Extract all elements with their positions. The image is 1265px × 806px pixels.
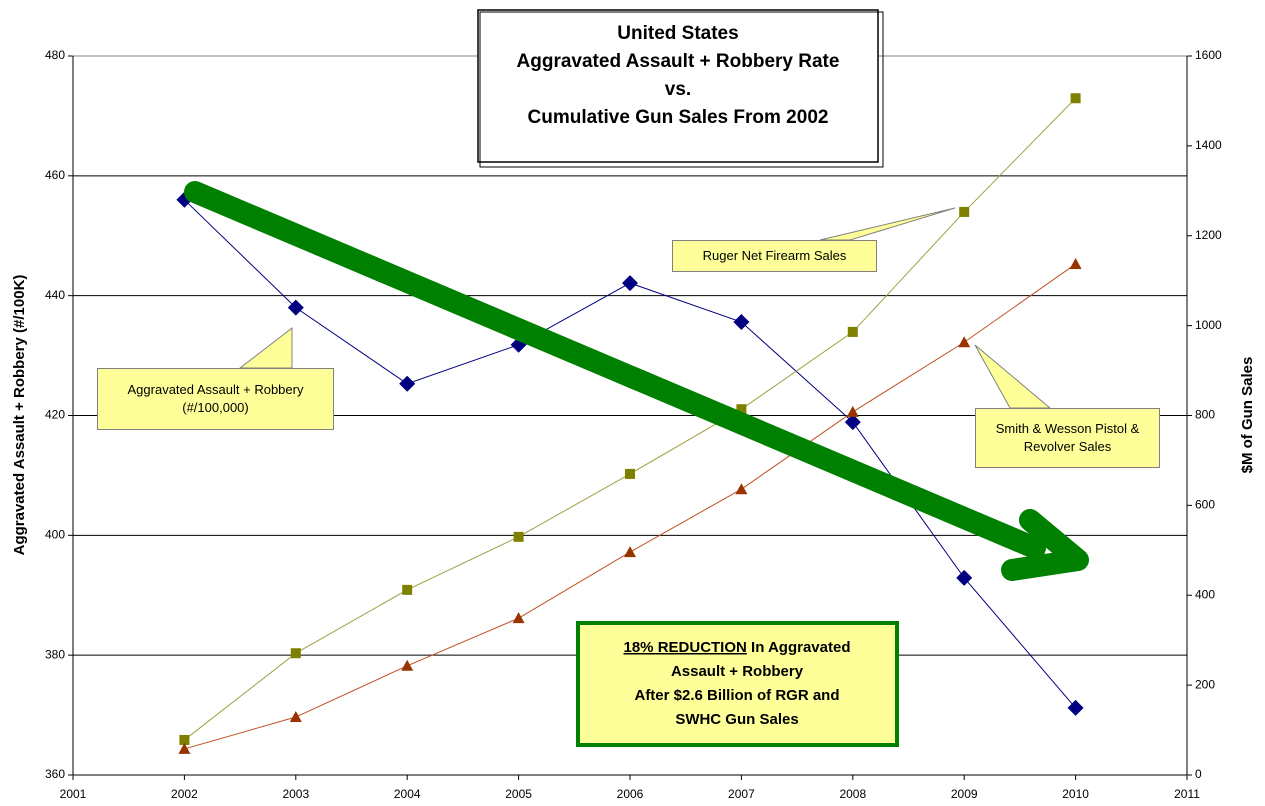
annotation-line: Assault + Robbery (671, 663, 804, 680)
callout: Ruger Net Firearm Sales (672, 240, 877, 272)
callout: Smith & Wesson Pistol & Revolver Sales (975, 408, 1160, 468)
x-tick-label: 2007 (728, 787, 755, 801)
point (622, 275, 638, 292)
callout: Aggravated Assault + Robbery (#/100,000) (97, 368, 334, 430)
point (733, 314, 750, 331)
x-tick-label: 2008 (839, 787, 866, 801)
title-shadow (479, 11, 884, 168)
y2-tick-label: 800 (1195, 408, 1215, 422)
point (512, 612, 525, 624)
point (959, 206, 970, 217)
annotation-box (576, 621, 899, 747)
y2-tick-label: 1200 (1195, 228, 1222, 242)
point (735, 483, 748, 495)
y-tick-label: 380 (45, 647, 65, 661)
point (846, 405, 859, 417)
point (624, 546, 636, 558)
annotation-text: In Aggravated (747, 639, 851, 656)
point (625, 468, 635, 479)
point (1070, 93, 1081, 104)
y-tick-label: 440 (45, 288, 65, 302)
point (401, 659, 414, 671)
y-tick-label: 400 (45, 528, 65, 542)
y-tick-label: 360 (45, 767, 65, 781)
callout-pointer (819, 207, 956, 241)
callout-pointer (974, 344, 1052, 409)
point (958, 336, 971, 348)
point (287, 299, 304, 316)
point (399, 375, 416, 392)
annotation-line: SWHC Gun Sales (675, 711, 798, 728)
chart-title: United States (617, 23, 738, 44)
point (290, 648, 301, 659)
point (402, 584, 413, 595)
x-tick-label: 2009 (951, 787, 978, 801)
x-tick-label: 2010 (1062, 787, 1089, 801)
point (178, 742, 191, 754)
point (736, 404, 747, 415)
y2-tick-label: 600 (1195, 498, 1215, 512)
x-tick-label: 2002 (171, 787, 198, 801)
y2-tick-label: 1600 (1195, 48, 1222, 62)
x-tick-label: 2006 (617, 787, 644, 801)
chart-title: Aggravated Assault + Robbery Rate (517, 51, 840, 72)
point (844, 414, 861, 431)
y-tick-label: 480 (45, 48, 65, 62)
y2-tick-label: 200 (1195, 677, 1215, 691)
point (956, 569, 973, 586)
x-tick-label: 2001 (60, 787, 87, 801)
annotation-line: After $2.6 Billion of RGR and (634, 687, 839, 704)
chart-title: Cumulative Gun Sales From 2002 (528, 107, 829, 128)
annotation-emphasis: 18% REDUCTION (624, 639, 747, 656)
y-tick-label: 420 (45, 408, 65, 422)
point (513, 531, 524, 542)
y2-axis-label: $M of Gun Sales (1239, 357, 1256, 474)
point (179, 734, 190, 745)
point (1069, 258, 1082, 270)
point (289, 711, 302, 723)
arrow-head (1001, 509, 1089, 581)
point (847, 326, 858, 337)
trend-arrow (184, 181, 1089, 581)
annotation-line: 18% REDUCTION In Aggravated (624, 639, 851, 656)
x-tick-label: 2004 (394, 787, 421, 801)
x-tick-label: 2003 (282, 787, 309, 801)
callout-pointer (238, 326, 293, 369)
y2-tick-label: 1400 (1195, 138, 1222, 152)
y2-tick-label: 1000 (1195, 318, 1222, 332)
arrow-shaft (184, 181, 1046, 559)
x-tick-label: 2011 (1174, 787, 1200, 801)
x-tick-label: 2005 (505, 787, 532, 801)
y-axis-label: Aggravated Assault + Robbery (#/100K) (11, 275, 28, 556)
chart-title: vs. (665, 79, 691, 100)
title-box (477, 9, 879, 163)
point (1067, 699, 1084, 716)
y2-tick-label: 0 (1195, 767, 1202, 781)
y-tick-label: 460 (45, 168, 65, 182)
y2-tick-label: 400 (1195, 587, 1215, 601)
